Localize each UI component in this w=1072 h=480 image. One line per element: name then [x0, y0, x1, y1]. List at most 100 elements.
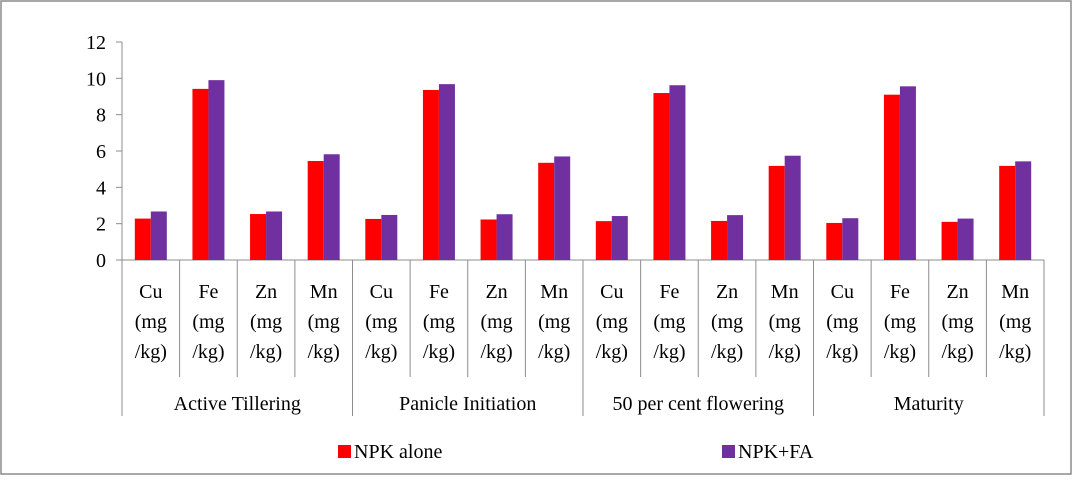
- bar-npk-alone: [538, 162, 555, 260]
- category-label: Mn: [310, 281, 338, 303]
- category-label: Cu: [600, 281, 623, 303]
- x-axis: Cu (mg/kg) Fe (mg/kg) Zn (mg/kg) Mn (mg/kg) Cu (m…: [121, 259, 1045, 416]
- bar-npk-alone: [422, 89, 439, 261]
- category-label: Fe: [198, 281, 218, 303]
- y-axis: 0 2 4 6 8 10 12: [86, 32, 123, 272]
- category-label: Mn: [540, 281, 568, 303]
- category-label: /kg): [653, 341, 685, 363]
- bar-npk-fa: [496, 214, 513, 260]
- category-label: (mg: [711, 311, 743, 333]
- bar-npk-alone: [250, 214, 267, 260]
- bar-npk-fa: [323, 154, 340, 260]
- bar-npk-fa: [554, 156, 571, 260]
- bar-npk-alone: [883, 94, 900, 260]
- category-label: Fe: [659, 281, 679, 303]
- category-label: Cu: [139, 281, 162, 303]
- category-label: /kg): [769, 341, 801, 363]
- category-label: Zn: [485, 281, 507, 303]
- category-label: (mg: [596, 311, 628, 333]
- bar-npk-fa: [438, 84, 455, 260]
- bar-npk-alone: [653, 93, 670, 260]
- y-tick-label: 8: [96, 105, 106, 127]
- bar-npk-alone: [480, 219, 497, 260]
- y-tick-label: 6: [96, 141, 106, 163]
- y-tick-label: 0: [96, 250, 106, 272]
- legend: NPK alone NPK+FA: [338, 441, 814, 463]
- bar-npk-alone: [134, 218, 151, 260]
- category-label: (mg: [884, 311, 916, 333]
- category-label: (mg: [999, 311, 1031, 333]
- bars: [134, 80, 1032, 261]
- category-label: /kg): [596, 341, 628, 363]
- bar-npk-alone: [192, 88, 209, 261]
- bar-npk-fa: [784, 155, 801, 260]
- legend-swatch: [338, 445, 351, 458]
- category-label: Fe: [890, 281, 910, 303]
- category-label: Mn: [771, 281, 799, 303]
- category-label: /kg): [999, 341, 1031, 363]
- group-label: Panicle Initiation: [399, 393, 536, 415]
- category-label: /kg): [826, 341, 858, 363]
- category-label: (mg: [365, 311, 397, 333]
- category-label: (mg: [192, 311, 224, 333]
- category-label: /kg): [480, 341, 512, 363]
- bar-npk-fa: [669, 85, 686, 260]
- bar-npk-alone: [768, 165, 785, 260]
- category-label: /kg): [711, 341, 743, 363]
- category-label: (mg: [423, 311, 455, 333]
- category-label: /kg): [538, 341, 570, 363]
- group-label: Maturity: [894, 393, 964, 415]
- category-label: (mg: [769, 311, 801, 333]
- category-label: Zn: [946, 281, 968, 303]
- bar-npk-fa: [611, 216, 628, 260]
- category-label: (mg: [653, 311, 685, 333]
- category-label: /kg): [308, 341, 340, 363]
- category-label: Cu: [831, 281, 854, 303]
- bar-npk-fa: [208, 80, 225, 261]
- category-label: (mg: [538, 311, 570, 333]
- category-label: (mg: [826, 311, 858, 333]
- category-label: (mg: [135, 311, 167, 333]
- category-label: Zn: [716, 281, 738, 303]
- bar-npk-fa: [1015, 161, 1032, 260]
- legend-swatch: [722, 445, 735, 458]
- bar-npk-alone: [826, 222, 843, 260]
- y-tick-label: 2: [96, 214, 106, 236]
- group-label: 50 per cent flowering: [612, 393, 784, 415]
- bar-npk-fa: [842, 218, 859, 260]
- legend-label: NPK+FA: [738, 441, 814, 463]
- bar-npk-fa: [150, 211, 167, 260]
- y-tick-label: 4: [96, 177, 106, 199]
- category-label: Fe: [429, 281, 449, 303]
- bar-npk-alone: [711, 220, 728, 260]
- bar-npk-alone: [595, 221, 612, 260]
- bar-npk-fa: [381, 214, 398, 260]
- category-label: Cu: [370, 281, 393, 303]
- bar-npk-alone: [365, 218, 382, 260]
- bar-npk-alone: [999, 165, 1016, 260]
- bar-npk-fa: [727, 215, 744, 260]
- bar-npk-fa: [899, 86, 916, 261]
- category-label: (mg: [480, 311, 512, 333]
- y-tick-label: 10: [86, 68, 106, 90]
- bar-npk-alone: [307, 160, 324, 260]
- bar-npk-fa: [266, 211, 283, 260]
- category-label: /kg): [192, 341, 224, 363]
- y-tick-label: 12: [86, 32, 106, 54]
- category-label: (mg: [250, 311, 282, 333]
- legend-label: NPK alone: [354, 441, 442, 463]
- category-label: Mn: [1001, 281, 1029, 303]
- category-label: /kg): [250, 341, 282, 363]
- bar-npk-alone: [941, 221, 958, 260]
- category-label: (mg: [308, 311, 340, 333]
- category-label: /kg): [884, 341, 916, 363]
- bar-npk-fa: [957, 218, 974, 260]
- category-label: Zn: [255, 281, 277, 303]
- category-label: /kg): [135, 341, 167, 363]
- category-label: /kg): [423, 341, 455, 363]
- category-label: /kg): [365, 341, 397, 363]
- group-label: Active Tillering: [174, 393, 301, 415]
- category-label: /kg): [941, 341, 973, 363]
